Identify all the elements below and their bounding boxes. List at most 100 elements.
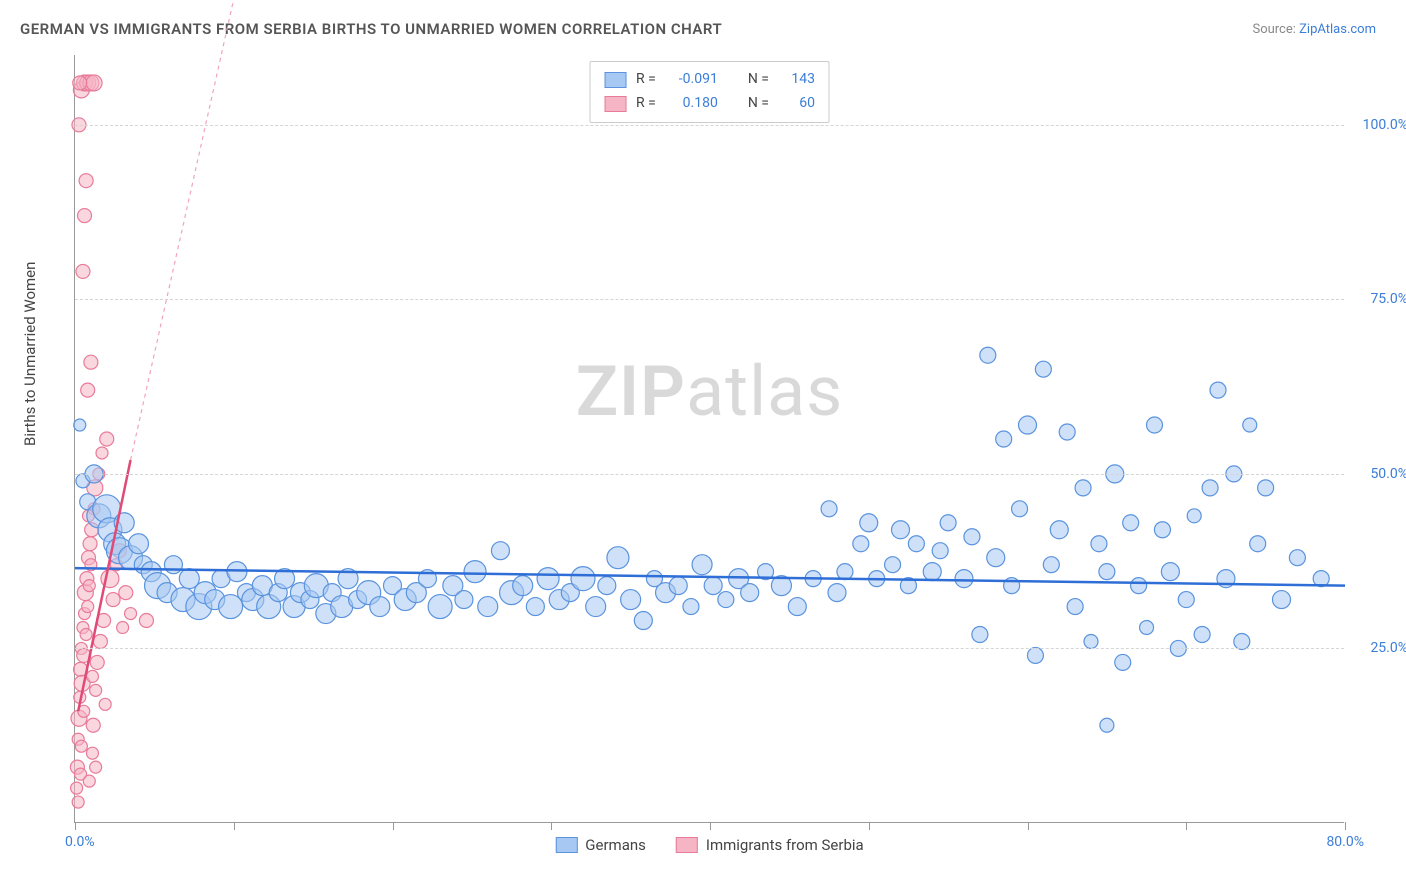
scatter-point xyxy=(1043,557,1059,573)
scatter-point xyxy=(1289,550,1305,566)
legend-row-germans: R = -0.091 N = 143 xyxy=(604,68,815,92)
gridline xyxy=(75,125,1344,126)
source-credit: Source: ZipAtlas.com xyxy=(1252,22,1376,37)
scatter-point xyxy=(84,355,98,369)
scatter-point xyxy=(90,684,102,696)
scatter-point xyxy=(78,209,92,223)
scatter-point xyxy=(99,698,111,710)
xtick xyxy=(234,822,235,830)
scatter-point xyxy=(478,597,498,617)
scatter-point xyxy=(853,536,869,552)
scatter-point xyxy=(621,590,641,610)
legend-row-serbia: R = 0.180 N = 60 xyxy=(604,92,815,116)
scatter-point xyxy=(788,598,806,616)
scatter-point xyxy=(598,577,616,595)
scatter-point xyxy=(125,608,137,620)
scatter-svg xyxy=(75,55,1344,822)
xtick xyxy=(710,822,711,830)
y-axis-label: Births to Unmarried Women xyxy=(21,262,39,446)
scatter-point xyxy=(1131,578,1147,594)
scatter-point xyxy=(513,576,533,596)
scatter-point xyxy=(634,612,652,630)
scatter-point xyxy=(586,597,606,617)
ytick-label: 50.0% xyxy=(1370,466,1406,482)
scatter-point xyxy=(1019,416,1037,434)
legend-item-serbia: Immigrants from Serbia xyxy=(676,836,864,854)
xtick xyxy=(75,822,76,830)
scatter-point xyxy=(1202,480,1218,496)
scatter-point xyxy=(1147,417,1163,433)
ytick-label: 25.0% xyxy=(1370,640,1406,656)
plot-area: ZIPatlas R = -0.091 N = 143 R = 0.180 N … xyxy=(74,55,1344,823)
scatter-point xyxy=(972,626,988,642)
scatter-point xyxy=(537,568,559,590)
scatter-point xyxy=(76,264,90,278)
scatter-point xyxy=(1100,718,1114,732)
scatter-point xyxy=(837,564,853,580)
scatter-point xyxy=(1243,418,1257,432)
scatter-point xyxy=(164,556,182,574)
scatter-point xyxy=(526,598,544,616)
scatter-point xyxy=(1273,591,1291,609)
trend-line-dashed xyxy=(131,0,234,460)
scatter-point xyxy=(1250,536,1266,552)
legend-label-serbia: Immigrants from Serbia xyxy=(706,836,864,854)
source-link[interactable]: ZipAtlas.com xyxy=(1299,22,1376,37)
scatter-point xyxy=(96,447,108,459)
scatter-point xyxy=(90,761,102,773)
scatter-point xyxy=(71,782,83,794)
scatter-point xyxy=(1123,515,1139,531)
gridline xyxy=(75,648,1344,649)
xtick xyxy=(869,822,870,830)
scatter-point xyxy=(491,542,509,560)
scatter-point xyxy=(828,584,846,602)
scatter-point xyxy=(980,347,996,363)
scatter-point xyxy=(1012,501,1028,517)
scatter-point xyxy=(1194,626,1210,642)
scatter-point xyxy=(1140,621,1154,635)
scatter-point xyxy=(1154,522,1170,538)
gridline xyxy=(75,299,1344,300)
scatter-point xyxy=(1091,536,1107,552)
scatter-point xyxy=(607,547,629,569)
scatter-point xyxy=(987,549,1005,567)
scatter-point xyxy=(73,76,87,90)
scatter-point xyxy=(83,580,95,592)
n-value-serbia: 60 xyxy=(779,92,815,116)
scatter-point xyxy=(86,75,102,91)
scatter-point xyxy=(1059,424,1075,440)
scatter-point xyxy=(669,577,687,595)
scatter-point xyxy=(1258,480,1274,496)
scatter-point xyxy=(1161,563,1179,581)
scatter-point xyxy=(571,567,595,591)
scatter-point xyxy=(1084,634,1098,648)
scatter-point xyxy=(932,543,948,559)
scatter-point xyxy=(119,586,133,600)
scatter-point xyxy=(81,383,95,397)
scatter-point xyxy=(1075,480,1091,496)
xtick-label-start: 0.0% xyxy=(65,834,95,850)
scatter-point xyxy=(75,740,87,752)
r-label: R = xyxy=(636,68,656,92)
xtick xyxy=(393,822,394,830)
scatter-point xyxy=(908,536,924,552)
scatter-point xyxy=(683,599,699,615)
scatter-point xyxy=(129,534,149,554)
scatter-point xyxy=(892,521,910,539)
scatter-point xyxy=(86,670,98,682)
scatter-point xyxy=(1050,521,1068,539)
ytick-label: 75.0% xyxy=(1370,291,1406,307)
scatter-point xyxy=(464,561,486,583)
scatter-point xyxy=(82,601,94,613)
xtick xyxy=(1028,822,1029,830)
scatter-point xyxy=(455,591,473,609)
scatter-point xyxy=(1187,509,1201,523)
ytick-label: 100.0% xyxy=(1363,117,1406,133)
scatter-point xyxy=(1234,633,1250,649)
scatter-point xyxy=(821,501,837,517)
swatch-serbia-bottom xyxy=(676,837,698,853)
scatter-point xyxy=(83,775,95,787)
scatter-point xyxy=(964,529,980,545)
xtick xyxy=(1345,822,1346,830)
scatter-point xyxy=(74,419,86,431)
